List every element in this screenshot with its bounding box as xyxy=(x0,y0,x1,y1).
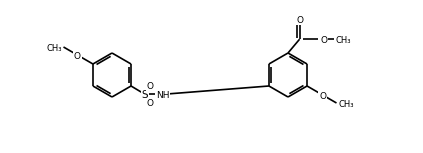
Text: O: O xyxy=(74,52,81,60)
Text: O: O xyxy=(321,36,327,45)
Text: CH₃: CH₃ xyxy=(338,99,354,108)
Text: CH₃: CH₃ xyxy=(46,43,61,52)
Text: O: O xyxy=(146,99,154,108)
Text: O: O xyxy=(146,82,154,91)
Text: O: O xyxy=(319,91,326,101)
Text: NH: NH xyxy=(156,91,170,99)
Text: S: S xyxy=(142,90,148,100)
Text: CH₃: CH₃ xyxy=(335,36,351,45)
Text: O: O xyxy=(296,16,303,25)
